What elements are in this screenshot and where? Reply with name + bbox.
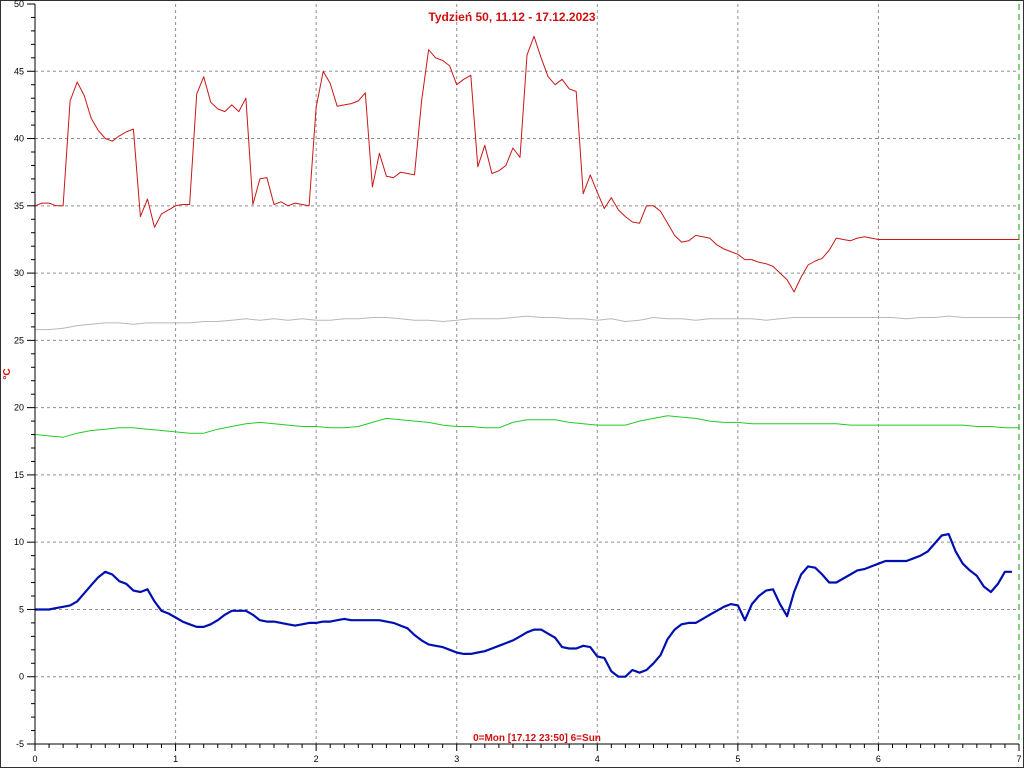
series-line-red bbox=[34, 35, 1019, 293]
y-tick-label: 10 bbox=[14, 537, 24, 547]
y-tick-label: 5 bbox=[19, 604, 24, 614]
y-tick-label: 35 bbox=[14, 201, 24, 211]
series-line-blue bbox=[35, 532, 1012, 678]
chart-title: Tydzień 50, 11.12 - 17.12.2023 bbox=[428, 10, 596, 24]
x-tick-label: 4 bbox=[595, 754, 600, 764]
y-tick-label: 25 bbox=[14, 335, 24, 345]
x-tick-label: 6 bbox=[876, 754, 881, 764]
y-tick-label: 50 bbox=[14, 0, 24, 9]
x-axis-label: 0=Mon [17.12 23:50] 6=Sun bbox=[473, 733, 601, 744]
x-tick-label: 5 bbox=[735, 754, 740, 764]
x-tick-label: 2 bbox=[314, 754, 319, 764]
x-tick-label: 3 bbox=[454, 754, 459, 764]
y-axis-label: °C bbox=[2, 368, 13, 379]
series-line-green bbox=[34, 415, 1019, 438]
y-tick-label: 0 bbox=[19, 672, 24, 682]
y-tick-label: 15 bbox=[14, 470, 24, 480]
series-group bbox=[34, 35, 1019, 678]
y-tick-label: 20 bbox=[14, 403, 24, 413]
y-tick-label: 45 bbox=[14, 66, 24, 76]
series-line-gray bbox=[35, 315, 1019, 331]
x-tick-label: 7 bbox=[1016, 754, 1021, 764]
y-tick-label: 30 bbox=[14, 268, 24, 278]
y-tick-label: 40 bbox=[14, 134, 24, 144]
y-tick-label: -5 bbox=[16, 739, 24, 749]
grid bbox=[35, 4, 1019, 744]
x-tick-label: 1 bbox=[173, 754, 178, 764]
x-tick-label: 0 bbox=[32, 754, 37, 764]
